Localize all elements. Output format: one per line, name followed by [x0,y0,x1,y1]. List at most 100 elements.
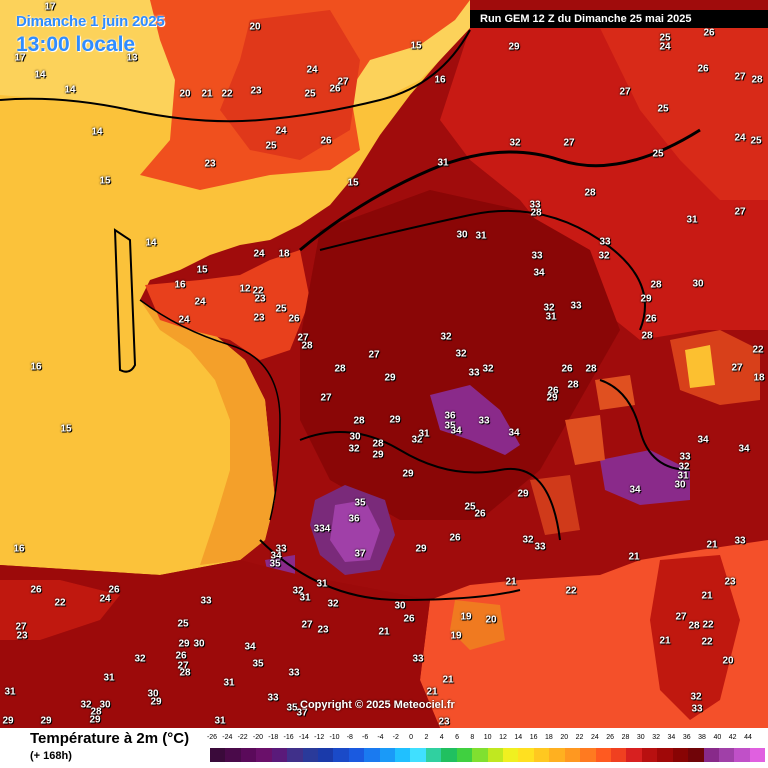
temperature-value: 31 [214,715,226,727]
temperature-value: 27 [563,137,575,149]
temperature-value: 33 [468,367,480,379]
temperature-value: 15 [410,40,422,52]
legend-swatch [580,748,596,762]
legend-swatch [734,748,750,762]
legend-swatch [441,748,457,762]
temperature-value: 30 [349,431,361,443]
temperature-value: 28 [641,330,653,342]
legend-tick-label: -26 [206,734,218,741]
temperature-value: 28 [567,379,579,391]
run-info: Run GEM 12 Z du Dimanche 25 mai 2025 [470,10,768,28]
temperature-value: 33 [267,692,279,704]
temperature-value: 34 [738,443,750,455]
temperature-value: 32 [348,443,360,455]
temperature-value: 28 [688,620,700,632]
copyright-notice: Copyright © 2025 Meteociel.fr [300,699,455,711]
temperature-value: 23 [253,312,265,324]
legend-swatch [410,748,426,762]
temperature-value: 23 [254,293,266,305]
legend-tick-label: 38 [698,734,706,741]
temperature-value: 37 [354,548,366,560]
temperature-value: 13 [126,52,138,64]
temperature-value: 14 [34,69,46,81]
temperature-value: 27 [297,332,309,344]
legend-swatch [503,748,519,762]
legend-title: Température à 2m (°C) [30,730,190,747]
temperature-value: 31 [223,677,235,689]
temperature-value: 33 [570,300,582,312]
temperature-value: 29 [508,41,520,53]
legend-swatch [641,748,658,762]
temperature-value: 31 [418,428,430,440]
forecast-time: 13:00 locale [16,33,136,56]
temperature-value: 28 [372,438,384,450]
temperature-value: 27 [301,619,313,631]
temperature-value: 14 [91,126,103,138]
temperature-value: 23 [204,158,216,170]
temperature-value: 15 [347,177,359,189]
legend-tick-label: 34 [667,734,676,741]
temperature-value: 33 [412,653,424,665]
temperature-value: 30 [394,600,406,612]
temperature-value: 32 [690,691,702,703]
temperature-value: 23 [317,624,329,636]
temperature-value: 29 [384,372,396,384]
temperature-value: 16 [13,543,25,555]
temperature-value: 33 [534,541,546,553]
temperature-value: 28 [179,667,191,679]
temperature-value: 24 [275,125,287,137]
legend-swatch [718,748,735,762]
legend-swatch [518,748,534,762]
temperature-value: 29 [415,543,427,555]
legend-swatch [225,748,241,762]
temperature-value: 21 [505,576,517,588]
temperature-value: 28 [353,415,365,427]
legend-tick-label: 14 [514,734,523,741]
temperature-value: 15 [99,175,111,187]
temperature-value: 24 [178,314,190,326]
legend-tick-label: 12 [499,734,507,741]
temperature-value: 31 [475,230,487,242]
temperature-value: 29 [2,715,14,727]
legend-tick-label: 22 [575,734,584,741]
temperature-value: 30 [692,278,704,290]
temperature-value: 31 [686,214,698,226]
legend-tick-label: -20 [252,734,263,741]
temperature-value: 34 [508,427,520,439]
legend-swatch [425,748,442,762]
temperature-value: 16 [434,74,446,86]
temperature-value: 28 [301,340,313,352]
temperature-value: 22 [221,88,233,100]
temperature-value: 21 [442,674,454,686]
temperature-value: 32 [411,434,423,446]
temperature-value: 27 [320,392,332,404]
legend-swatch [472,748,488,762]
temperature-value: 25 [304,88,316,100]
temperature-value: 26 [703,27,715,39]
legend-scale-ticks: -26 -24 -22 -20 -18 -16 -14 -12 -10 -8 -6 -4 -2 0 2 4 6 8… [206,734,768,744]
temperature-map: 17 20 17 14 13 14 20 21 22 23 24 25 26 27 14 24 25 26 23 15… [0,0,768,728]
temperature-value: 27 [734,71,746,83]
temperature-value: 24 [253,248,265,260]
temperature-value: 34 [697,434,709,446]
temperature-value: 19 [460,611,472,623]
temperature-value: 12 [239,283,251,295]
temperature-value: 25 [657,103,669,115]
legend-tick-label: 0 [409,734,414,741]
legend-tick-label: -12 [314,734,325,741]
legend-color-swatches [210,748,766,762]
legend-tick-label: 2 [424,734,429,741]
temperature-value: 16 [30,361,42,373]
temperature-value: 29 [640,293,652,305]
temperature-value: 18 [278,248,290,260]
temperature-value: 26 [449,532,461,544]
legend-swatch [487,748,504,762]
temperature-value: 31 [316,578,328,590]
temperature-value: 20 [249,21,261,33]
temperature-value: 32 [292,585,304,597]
temperature-value: 23 [438,716,450,728]
legend-swatch [240,748,257,762]
temperature-value: 19 [450,630,462,642]
temperature-value: 32 [327,598,339,610]
temperature-value: 18 [753,372,765,384]
